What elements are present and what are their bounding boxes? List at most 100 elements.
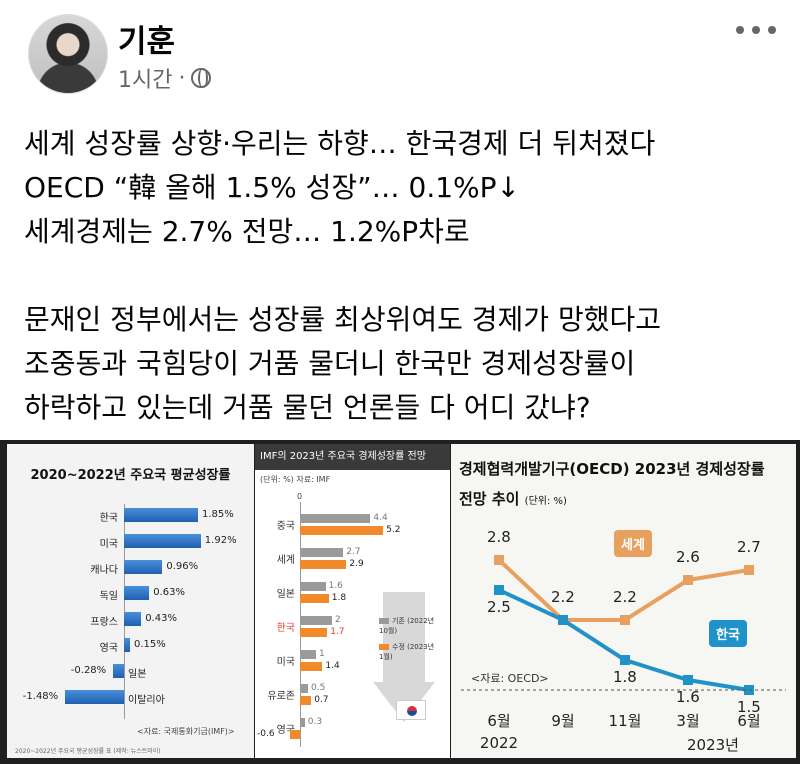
value-label: -0.6 — [257, 729, 275, 739]
chart-legend: 기존 (2022년 10월) 수정 (2023년 1월) — [379, 616, 439, 662]
data-point — [744, 565, 754, 575]
line-chart-svg — [461, 555, 786, 695]
data-label: 2.2 — [613, 588, 637, 606]
value-label: 1 — [319, 649, 325, 659]
legend-label: 수정 (2023년 1월) — [379, 643, 435, 661]
chart-axis — [124, 504, 125, 719]
series-label-korea: 한국 — [709, 620, 747, 647]
series-label-world: 세계 — [614, 530, 652, 557]
value-label: 2.9 — [349, 559, 364, 569]
value-label: 2 — [335, 615, 341, 625]
chart-bar — [300, 628, 328, 637]
chart-bar — [300, 696, 312, 705]
more-icon[interactable] — [736, 18, 776, 42]
data-point — [558, 615, 568, 625]
chart-bar — [124, 560, 163, 574]
chart-bar — [64, 690, 124, 704]
value-label: 0.3 — [307, 717, 323, 727]
data-label: 2.7 — [737, 538, 761, 556]
chart-title-text: 전망 추이 — [459, 490, 520, 508]
x-tick-label: 3월 — [676, 712, 700, 730]
country-label: 일본 — [128, 669, 147, 680]
data-label: 1.6 — [676, 688, 700, 706]
x-year-label: 2022 — [479, 734, 519, 752]
legend-item: 기존 (2022년 10월) — [379, 616, 439, 636]
chart-source: <자료: 국제통화기금(IMF)> — [137, 727, 235, 736]
post-line: 문재인 정부에서는 성장률 최상위여도 경제가 망했다고 — [24, 303, 661, 336]
value-label: 1.4 — [325, 661, 340, 671]
country-label: 일본 — [276, 589, 295, 600]
data-label: 2.6 — [676, 548, 700, 566]
oecd-forecast-chart: 경제협력개발기구(OECD) 2023년 경제성장률 전망 추이 (단위: %)… — [451, 444, 796, 758]
value-label: 0.7 — [314, 695, 329, 705]
chart-bar — [124, 586, 150, 600]
chart-bar — [300, 526, 384, 535]
data-label: 1.8 — [613, 668, 637, 686]
country-label: 캐나다 — [90, 565, 118, 576]
data-label: 2.2 — [551, 588, 575, 606]
post-line: 조중동과 국힘당이 거품 물더니 한국만 경제성장률이 — [24, 347, 636, 380]
value-label: -0.28% — [70, 665, 107, 676]
data-point — [494, 555, 504, 565]
avatar[interactable] — [28, 14, 108, 94]
value-label: 5.2 — [386, 525, 401, 535]
x-year-label: 2023년 — [687, 736, 739, 754]
data-point — [683, 575, 693, 585]
value-label: -1.48% — [22, 691, 59, 702]
chart-bar — [300, 650, 316, 659]
avg-growth-chart: 2020~2022년 주요국 평균성장률 <자료: 국제통화기금(IMF)> 2… — [7, 444, 254, 758]
chart-bar — [300, 718, 305, 727]
post-line: 세계 성장률 상향·우리는 하향… 한국경제 더 뒤처졌다 — [24, 127, 656, 160]
post-image[interactable]: 2020~2022년 주요국 평균성장률 <자료: 국제통화기금(IMF)> 2… — [0, 440, 800, 764]
post-time[interactable]: 1시간 — [118, 68, 173, 93]
chart-title: 2020~2022년 주요국 평균성장률 — [30, 468, 231, 483]
chart-unit: (단위: %) — [524, 496, 567, 507]
author-name[interactable]: 기훈 — [118, 24, 176, 60]
value-label: 1.8 — [331, 593, 347, 603]
value-label: 1.85% — [202, 509, 234, 520]
country-label: 영국 — [99, 643, 118, 654]
chart-bar — [300, 560, 347, 569]
data-point — [620, 655, 630, 665]
chart-bar — [300, 514, 371, 523]
chart-footnote: 2020~2022년 주요국 평균성장률 표 (제작: 뉴스트마이) — [15, 748, 161, 755]
down-arrow-icon — [373, 592, 435, 722]
korea-flag-icon — [396, 700, 426, 720]
country-label: 한국 — [99, 513, 118, 524]
chart-title-line2: 전망 추이 (단위: %) — [459, 488, 567, 509]
post-line: OECD “韓 올해 1.5% 성장”… 0.1%P↓ — [24, 171, 521, 204]
value-label: 1.6 — [328, 581, 343, 591]
post-header: 기훈 1시간 · — [20, 14, 780, 94]
value-label: 2.7 — [346, 547, 361, 557]
chart-bar — [124, 508, 198, 522]
chart-bar — [124, 638, 130, 652]
country-label: 미국 — [99, 539, 118, 550]
chart-bar — [112, 664, 124, 678]
post-line: 세계경제는 2.7% 전망… 1.2%P차로 — [24, 215, 470, 248]
country-label: 프랑스 — [90, 617, 118, 628]
chart-unit: (단위: %) 자료: IMF — [260, 475, 331, 484]
country-label: 미국 — [276, 657, 295, 668]
chart-bar — [300, 594, 329, 603]
value-label: 0.96% — [166, 561, 199, 572]
country-label: 이탈리아 — [128, 695, 165, 706]
chart-source: <자료: OECD> — [467, 670, 553, 686]
data-point — [620, 615, 630, 625]
axis-zero-label: 0 — [297, 492, 303, 501]
value-label: 0.43% — [145, 613, 177, 624]
data-label: 2.8 — [487, 528, 511, 546]
data-point — [683, 675, 693, 685]
chart-bar — [300, 582, 326, 591]
x-tick-label: 6월 — [737, 712, 761, 730]
value-label: 1.92% — [204, 535, 237, 546]
chart-bar — [300, 548, 344, 557]
chart-bar — [290, 730, 300, 739]
country-label: 한국 — [276, 623, 295, 634]
post-meta: 1시간 · — [118, 62, 212, 94]
value-label: 0.5 — [311, 683, 326, 693]
chart-bar — [300, 684, 308, 693]
globe-icon[interactable] — [191, 68, 212, 88]
post-text: 세계 성장률 상향·우리는 하향… 한국경제 더 뒤처졌다 OECD “韓 올해… — [24, 122, 784, 430]
country-label: 영국 — [276, 725, 295, 736]
chart-title: 경제협력개발기구(OECD) 2023년 경제성장률 — [459, 460, 765, 478]
